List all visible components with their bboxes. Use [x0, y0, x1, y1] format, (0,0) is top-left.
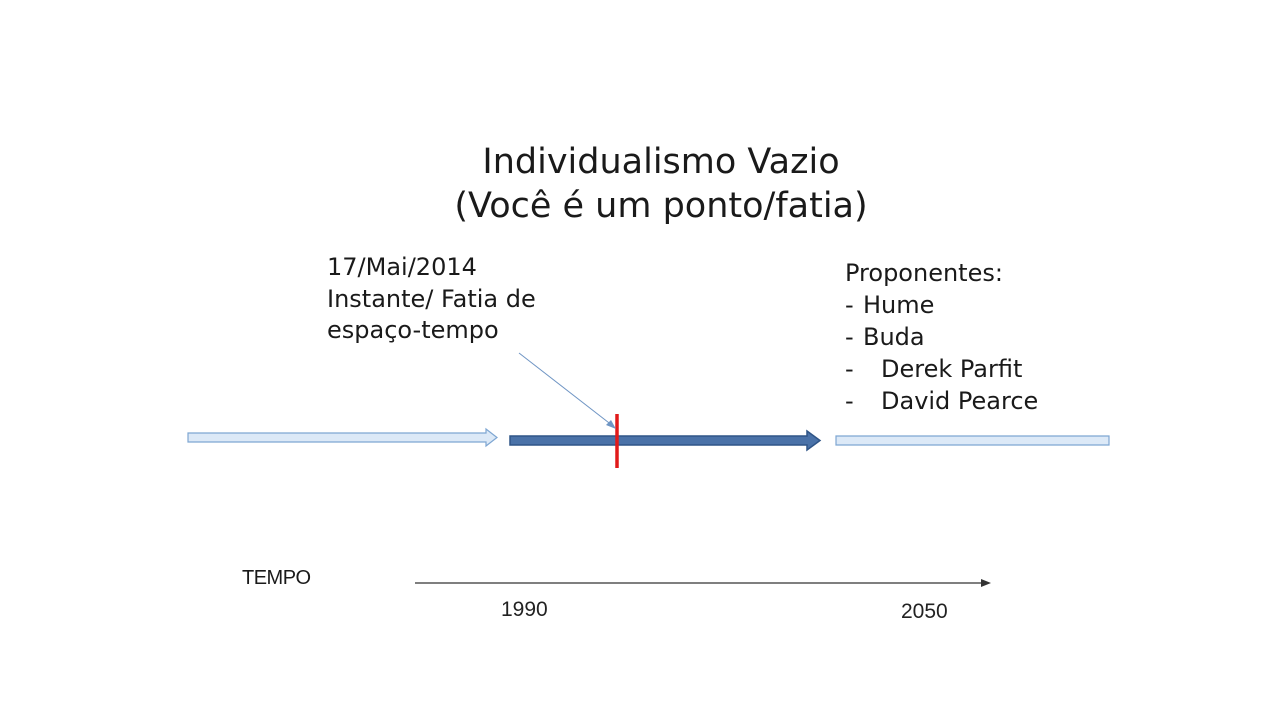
slide-title: Individualismo Vazio (Você é um ponto/fa…	[0, 140, 1280, 228]
list-dash: -	[845, 291, 854, 319]
proponent-name: Buda	[863, 323, 925, 351]
axis-end-year: 2050	[901, 600, 948, 623]
proponent-item: - Buda	[845, 321, 1038, 353]
proponents-list: Proponentes: - Hume - Buda - Derek Parfi…	[845, 257, 1038, 417]
title-line-1: Individualismo Vazio	[482, 142, 840, 182]
life-arrow	[509, 429, 822, 452]
time-axis-arrowhead	[981, 579, 991, 587]
annotation-pointer	[518, 352, 614, 427]
annotation-pointer-head	[606, 420, 616, 429]
annotation-line-3: espaço-tempo	[327, 316, 499, 344]
list-dash: -	[845, 387, 854, 415]
proponent-item: - David Pearce	[845, 385, 1038, 417]
proponent-item: - Derek Parfit	[845, 353, 1038, 385]
future-arrow	[835, 435, 1110, 446]
instant-annotation: 17/Mai/2014 Instante/ Fatia de espaço-te…	[327, 252, 536, 347]
title-line-2: (Você é um ponto/fatia)	[454, 186, 868, 226]
axis-start-year: 1990	[501, 598, 548, 621]
proponent-name: Derek Parfit	[881, 355, 1023, 383]
proponent-item: - Hume	[845, 289, 1038, 321]
time-axis-label: TEMPO	[242, 567, 311, 589]
proponents-heading: Proponentes:	[845, 259, 1003, 287]
annotation-line-2: Instante/ Fatia de	[327, 284, 536, 313]
past-arrow	[187, 427, 498, 448]
list-dash: -	[845, 355, 854, 383]
annotation-date: 17/Mai/2014	[327, 253, 477, 281]
proponent-name: Hume	[863, 291, 935, 319]
list-dash: -	[845, 323, 854, 351]
proponent-name: David Pearce	[881, 387, 1039, 415]
